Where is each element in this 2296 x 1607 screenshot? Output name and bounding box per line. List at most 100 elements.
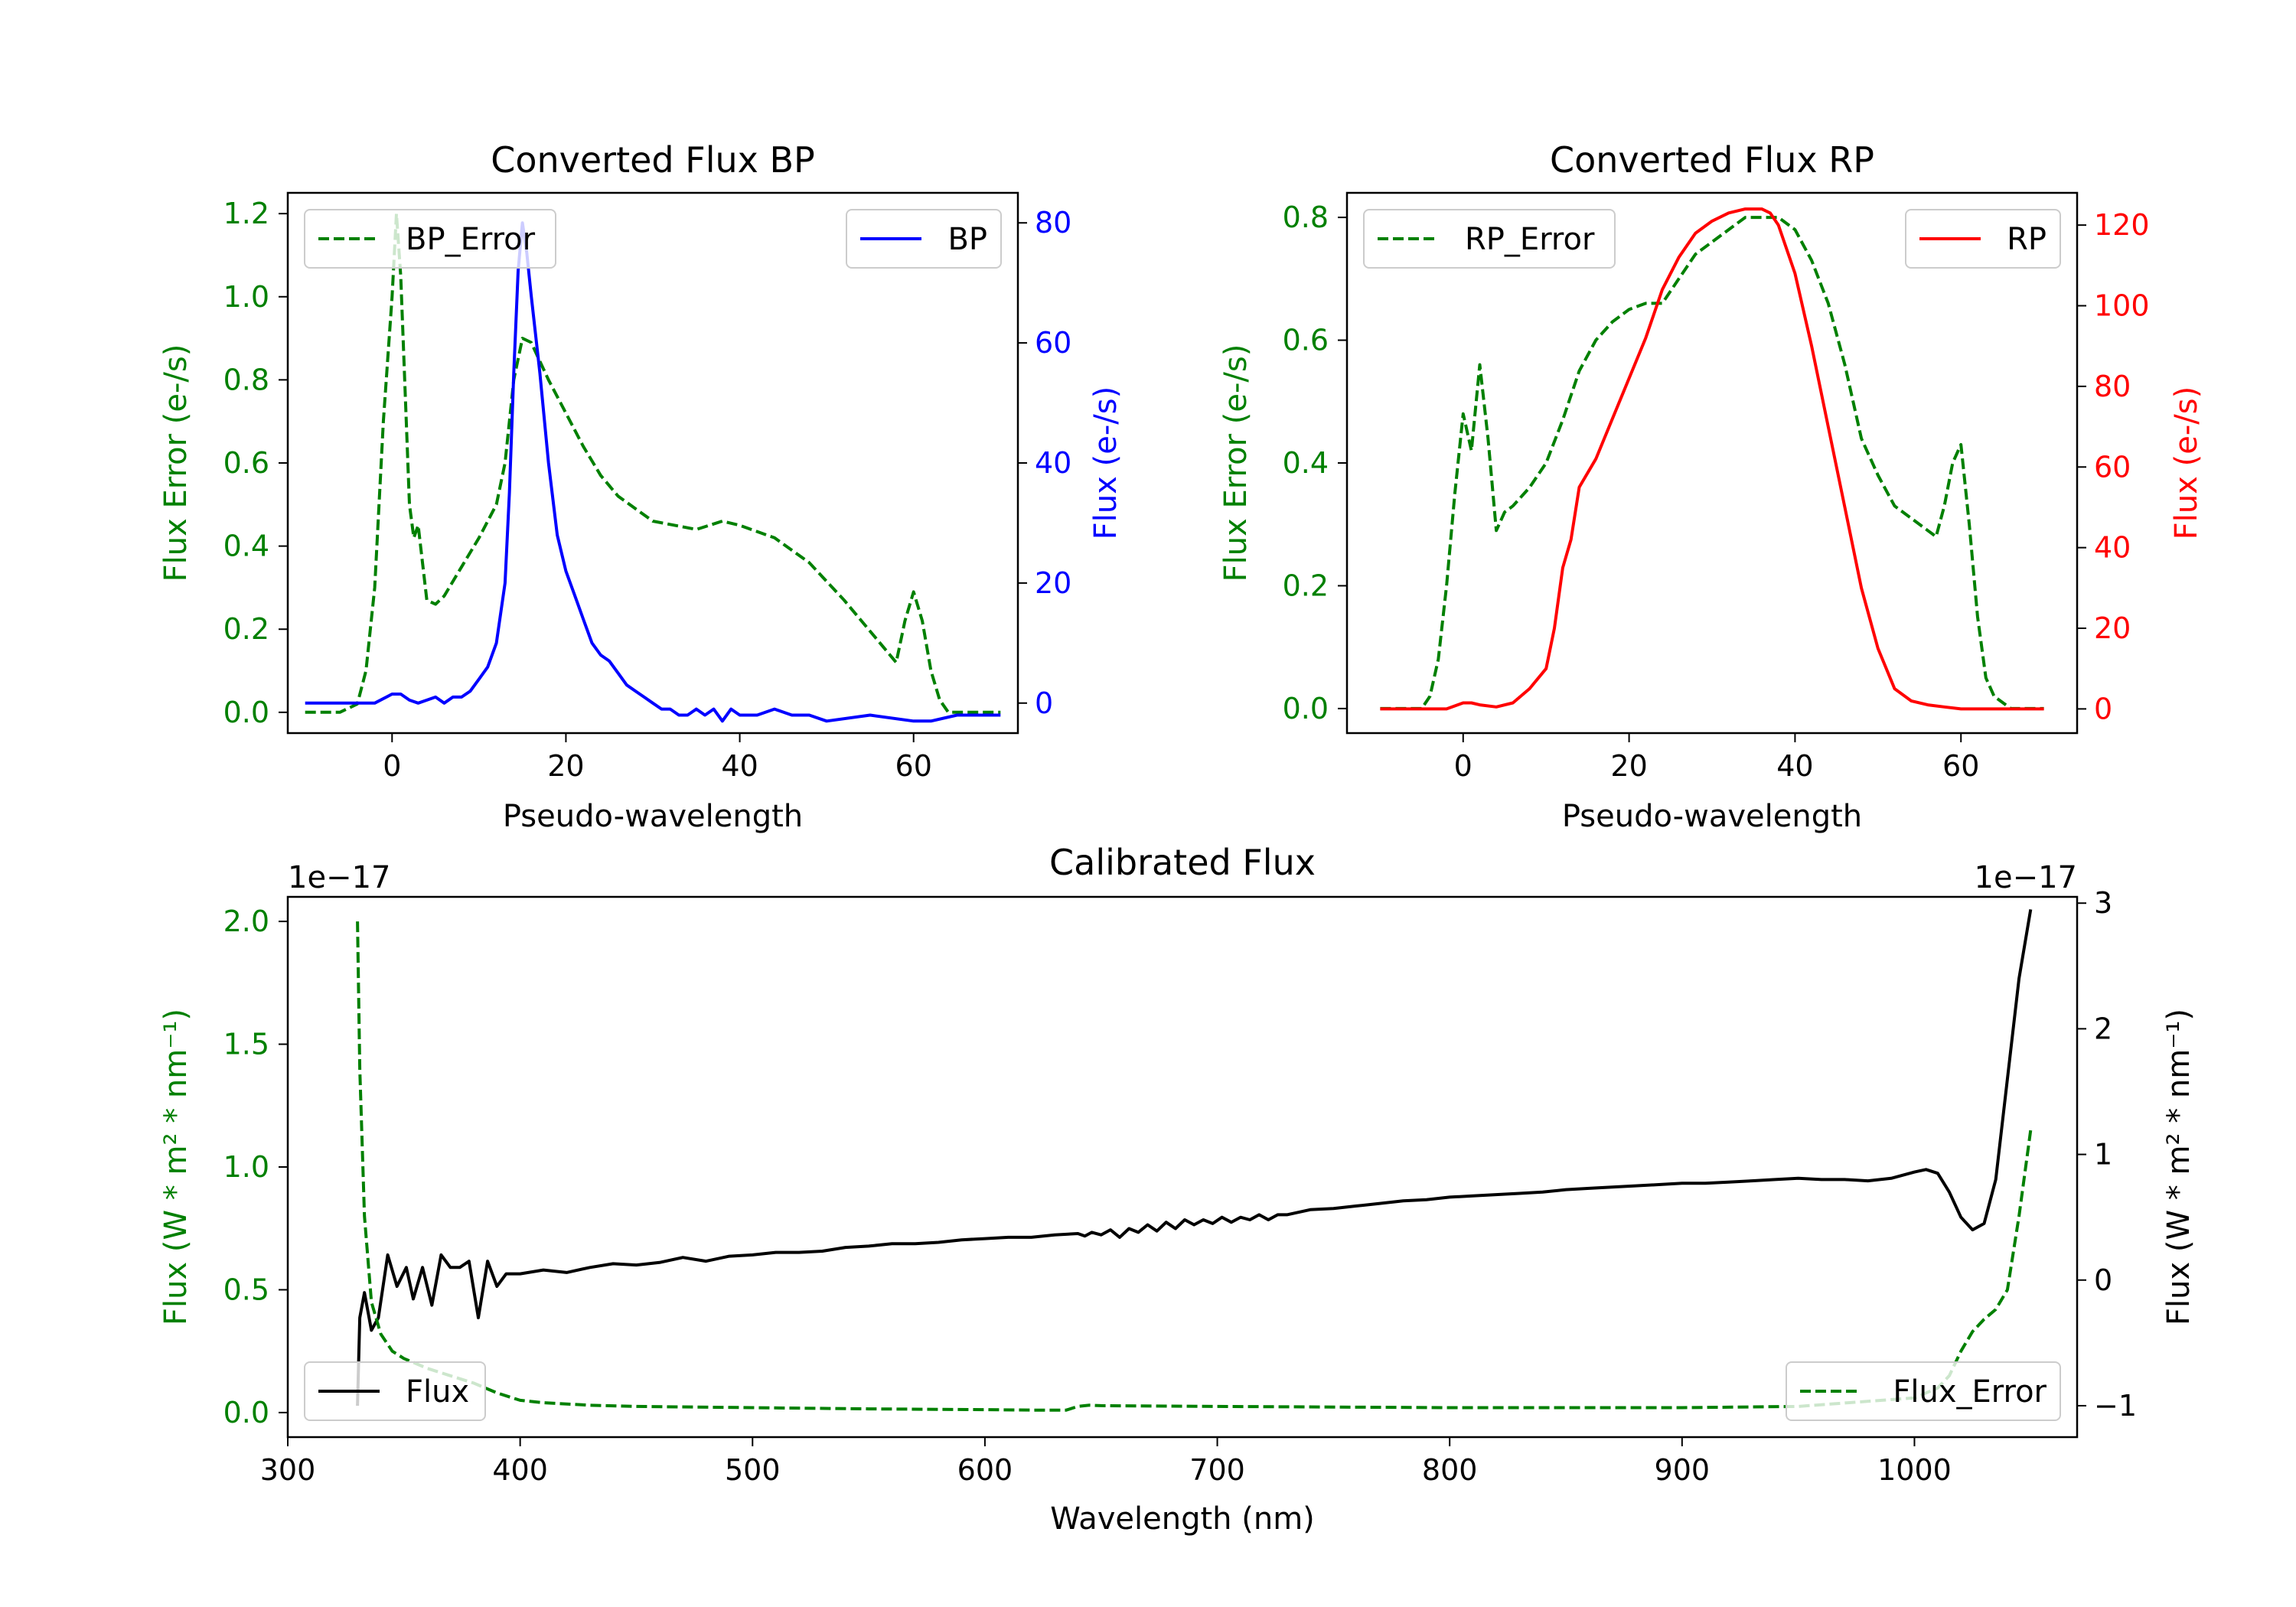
right-y-tick-label: 60 [1035,326,1071,360]
x-axis-ticks: 0 20 40 60 [1454,733,1979,783]
left-y-tick-label: 0.0 [223,696,269,729]
x-tick-label: 1000 [1877,1453,1952,1487]
right-y-tick-label: −1 [2094,1389,2137,1423]
left-y-tick-label: 0.0 [223,1396,269,1429]
left-y-tick-label: 0.2 [223,612,269,646]
x-tick-label: 20 [1610,749,1647,783]
right-y-tick-label: 2 [2094,1012,2112,1045]
legend-box [304,209,556,269]
right-y-tick-label: 60 [2094,450,2131,484]
x-axis-ticks: 300 400 500 600 700 800 900 1000 [260,1437,1952,1487]
left-y-axis-ticks: 0.0 0.2 0.4 0.6 0.8 [1283,200,1347,725]
legend-left: Flux [304,1361,486,1421]
legend-label-bp: BP [947,222,987,257]
right-y-tick-label: 40 [1035,446,1071,480]
left-y-axis-label: Flux Error (e-/s) [1218,344,1254,582]
left-y-tick-label: 0.6 [1283,324,1329,357]
right-y-tick-label: 3 [2094,886,2112,920]
left-y-axis-ticks: 0.0 0.2 0.4 0.6 0.8 1.0 1.2 [223,197,288,729]
x-tick-label: 800 [1422,1453,1478,1487]
legend-right: BP [846,209,1002,269]
series-line-flux [356,909,2033,1407]
left-y-tick-label: 1.0 [223,1150,269,1184]
right-y-axis-label: Flux (W * m² * nm⁻¹) [2161,1009,2197,1325]
series-line-flux-error [356,921,2033,1412]
left-y-tick-label: 1.2 [223,197,269,230]
x-tick-label: 40 [721,749,758,783]
series-line-bp [305,221,1001,723]
right-y-tick-label: 80 [2094,370,2131,403]
x-axis-label: Pseudo-wavelength [503,799,803,834]
x-tick-label: 700 [1189,1453,1245,1487]
x-tick-label: 0 [1454,749,1473,783]
right-y-tick-label: 120 [2094,208,2150,242]
panel-converted-flux-rp: Converted Flux RP 0 20 40 60 0.00.20.40.60.… [1218,139,2204,834]
x-axis-label: Pseudo-wavelength [1562,799,1862,834]
x-tick-label: 400 [492,1453,548,1487]
left-y-tick-label: 0.6 [223,446,269,480]
left-offset-text: 1e−17 [288,860,390,895]
right-y-tick-label: 40 [2094,531,2131,565]
x-tick-label: 0 [383,749,401,783]
legend-label-rp: RP [2007,222,2047,257]
legend-right: Flux_Error [1786,1361,2061,1421]
left-y-tick-label: 0.4 [1283,446,1329,480]
right-y-tick-label: 20 [2094,611,2131,645]
legend-label-bp-error: BP_Error [406,222,536,257]
legend-box [1905,209,2061,269]
x-tick-label: 600 [957,1453,1013,1487]
plot-lines [1380,207,2044,711]
left-y-axis-ticks: 0.0 0.5 1.0 1.5 2.0 [223,905,288,1429]
legend-box [1363,209,1616,269]
legend-label-rp-error: RP_Error [1465,222,1595,257]
legend-label-flux: Flux [406,1374,469,1410]
left-y-tick-label: 0.5 [223,1273,269,1306]
right-y-tick-label: 20 [1035,566,1071,600]
right-y-axis-label: Flux (e-/s) [1088,386,1124,539]
left-y-tick-label: 0.0 [1283,692,1329,725]
x-tick-label: 300 [260,1453,316,1487]
right-y-tick-label: 1 [2094,1138,2112,1172]
left-y-tick-label: 1.5 [223,1028,269,1061]
plot-lines [356,909,2033,1412]
left-y-tick-label: 2.0 [223,905,269,938]
right-y-axis-ticks: −1 0 1 2 3 [2077,886,2137,1423]
right-y-tick-label: 0 [2094,1263,2112,1297]
legend-right: RP [1905,209,2061,269]
legend-left: BP_Error [304,209,556,269]
series-line-rp-error [1380,216,2044,710]
right-y-axis-ticks: 0 20 40 60 80 100 120 [2077,208,2150,725]
x-axis-ticks: 0 20 40 60 [383,733,932,783]
right-y-tick-label: 0 [2094,692,2112,725]
left-y-axis-label: Flux (W * m² * nm⁻¹) [158,1009,194,1325]
x-tick-label: 500 [725,1453,781,1487]
right-offset-text: 1e−17 [1975,860,2077,895]
legend-label-flux-error: Flux_Error [1893,1374,2047,1410]
legend-box [1786,1361,2061,1421]
right-y-tick-label: 100 [2094,289,2150,323]
left-y-tick-label: 0.8 [223,363,269,396]
chart-title: Converted Flux RP [1550,139,1874,181]
left-y-tick-label: 0.8 [1283,200,1329,234]
x-axis-label: Wavelength (nm) [1050,1501,1315,1537]
panel-converted-flux-bp: Converted Flux BP 0 20 40 60 0.00.20.40.60.… [158,139,1124,834]
left-y-tick-label: 1.0 [223,280,269,314]
chart-title: Converted Flux BP [491,139,815,181]
legend-left: RP_Error [1363,209,1616,269]
left-y-tick-label: 0.4 [223,530,269,563]
series-line-rp [1380,207,2044,711]
x-tick-label: 20 [547,749,584,783]
legend-box [846,209,1002,269]
x-tick-label: 60 [1942,749,1979,783]
left-y-tick-label: 0.2 [1283,569,1329,602]
panel-calibrated-flux: Calibrated Flux 1e−17 1e−17 300 400 500 600… [158,842,2197,1537]
right-y-tick-label: 0 [1035,686,1053,720]
right-y-axis-ticks: 0 20 40 60 80 [1018,206,1071,720]
x-tick-label: 60 [895,749,932,783]
legend-box [304,1361,486,1421]
right-y-tick-label: 80 [1035,206,1071,240]
right-y-axis-label: Flux (e-/s) [2169,386,2204,539]
x-tick-label: 40 [1776,749,1813,783]
chart-title: Calibrated Flux [1049,842,1316,883]
